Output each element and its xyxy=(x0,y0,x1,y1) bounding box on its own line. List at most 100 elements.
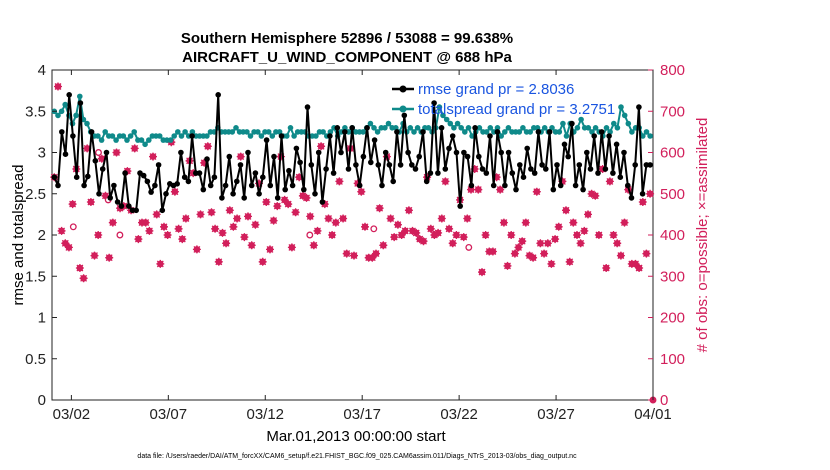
right-axis-label: # of obs: o=possible; ×=assimilated xyxy=(694,118,711,353)
rmse-point xyxy=(394,129,400,135)
right-tick-label: 100 xyxy=(660,351,685,368)
rmse-point xyxy=(118,203,125,209)
obs-count-point xyxy=(335,177,344,186)
obs-count-cross xyxy=(152,210,161,219)
obs-count-point xyxy=(434,228,443,237)
obs-count-point xyxy=(291,208,300,217)
rmse-point xyxy=(353,162,359,168)
rmse-point xyxy=(230,191,236,197)
rmse-point xyxy=(200,186,207,193)
obs-count-cross xyxy=(518,237,527,246)
rmse-point xyxy=(461,149,467,156)
rmse-point xyxy=(282,186,289,193)
obs-count-point xyxy=(547,259,556,268)
obs-count-cross xyxy=(233,214,242,223)
obs-count-cross xyxy=(478,268,486,277)
obs-count-point xyxy=(313,226,322,235)
obs-count-point xyxy=(90,251,99,260)
rmse-point xyxy=(289,182,296,189)
rmse-point xyxy=(546,129,553,135)
obs-count-point xyxy=(240,233,249,242)
right-tick-label: 200 xyxy=(660,310,685,327)
obs-count-cross xyxy=(372,249,380,258)
totalspread-point xyxy=(327,129,334,135)
obs-count-point xyxy=(379,241,388,250)
totalspread-point xyxy=(385,120,392,127)
obs-count-point xyxy=(295,173,304,182)
totalspread-point xyxy=(55,112,61,119)
obs-count-cross xyxy=(211,224,220,233)
obs-count-cross xyxy=(178,235,187,244)
obs-count-cross xyxy=(361,222,369,231)
rmse-point xyxy=(334,125,341,131)
left-tick-label: 3 xyxy=(38,145,46,162)
totalspread-point xyxy=(614,125,621,131)
obs-possible-point xyxy=(69,223,77,231)
totalspread-point xyxy=(265,129,272,135)
obs-count-point xyxy=(393,220,402,229)
obs-count-point xyxy=(540,249,549,258)
rmse-point xyxy=(66,92,72,98)
legend-rmse-marker xyxy=(399,85,407,93)
rmse-point xyxy=(62,151,69,157)
rmse-point xyxy=(557,182,564,189)
x-axis-label: Mar.01,2013 00:00:00 start xyxy=(266,428,446,445)
rmse-point xyxy=(550,186,557,193)
obs-count-point xyxy=(324,214,333,223)
obs-count-point xyxy=(350,251,358,260)
obs-count-cross xyxy=(412,228,421,237)
rmse-point xyxy=(301,186,307,193)
totalspread-point xyxy=(167,137,174,143)
totalspread-point xyxy=(447,120,454,127)
obs-count-point xyxy=(361,222,369,231)
totalspread-point xyxy=(95,133,101,139)
obs-count-point xyxy=(262,198,271,206)
totalspread-point xyxy=(516,129,523,135)
rmse-point xyxy=(535,129,542,135)
obs-count-point xyxy=(170,187,179,196)
rmse-point xyxy=(174,181,180,187)
obs-count-cross xyxy=(379,241,388,250)
rmse-point xyxy=(245,149,251,156)
rmse-point xyxy=(256,191,262,197)
obs-count-point xyxy=(390,233,399,242)
rmse-point xyxy=(364,125,370,131)
obs-count-cross xyxy=(54,82,62,91)
rmse-series xyxy=(51,92,653,214)
rmse-point xyxy=(338,149,344,156)
obs-count-cross xyxy=(551,235,560,244)
obs-count-cross xyxy=(287,243,296,252)
rmse-point xyxy=(349,125,356,131)
totalspread-point xyxy=(84,120,90,127)
rmse-point xyxy=(423,178,430,185)
obs-count-cross xyxy=(492,173,501,182)
obs-count-point xyxy=(452,231,461,239)
totalspread-point xyxy=(563,133,570,139)
obs-count-cross xyxy=(214,257,223,266)
totalspread-point xyxy=(62,101,68,108)
rmse-point xyxy=(379,182,385,189)
totalspread-point xyxy=(621,112,628,119)
obs-count-cross xyxy=(258,257,267,266)
rmse-point xyxy=(85,173,91,180)
obs-count-cross xyxy=(273,202,282,211)
obs-count-cross xyxy=(174,224,183,233)
obs-count-cross xyxy=(488,247,497,256)
rmse-point xyxy=(327,133,333,139)
obs-count-point xyxy=(273,202,282,211)
obs-count-point xyxy=(94,231,103,239)
obs-count-markers xyxy=(50,82,655,283)
rmse-point xyxy=(234,178,240,185)
totalspread-point xyxy=(360,129,366,135)
obs-count-cross xyxy=(225,206,234,215)
totalspread-point xyxy=(367,120,374,127)
rmse-point xyxy=(237,162,244,168)
x-tick-label: 04/01 xyxy=(634,406,672,423)
obs-count-point xyxy=(233,214,242,223)
rmse-point xyxy=(226,153,233,160)
rmse-point xyxy=(453,149,460,156)
obs-count-cross xyxy=(295,173,304,182)
legend: rmse grand pr = 2.8036 totalspread grand… xyxy=(392,81,615,118)
rmse-point xyxy=(178,149,184,156)
obs-count-cross xyxy=(134,235,143,244)
